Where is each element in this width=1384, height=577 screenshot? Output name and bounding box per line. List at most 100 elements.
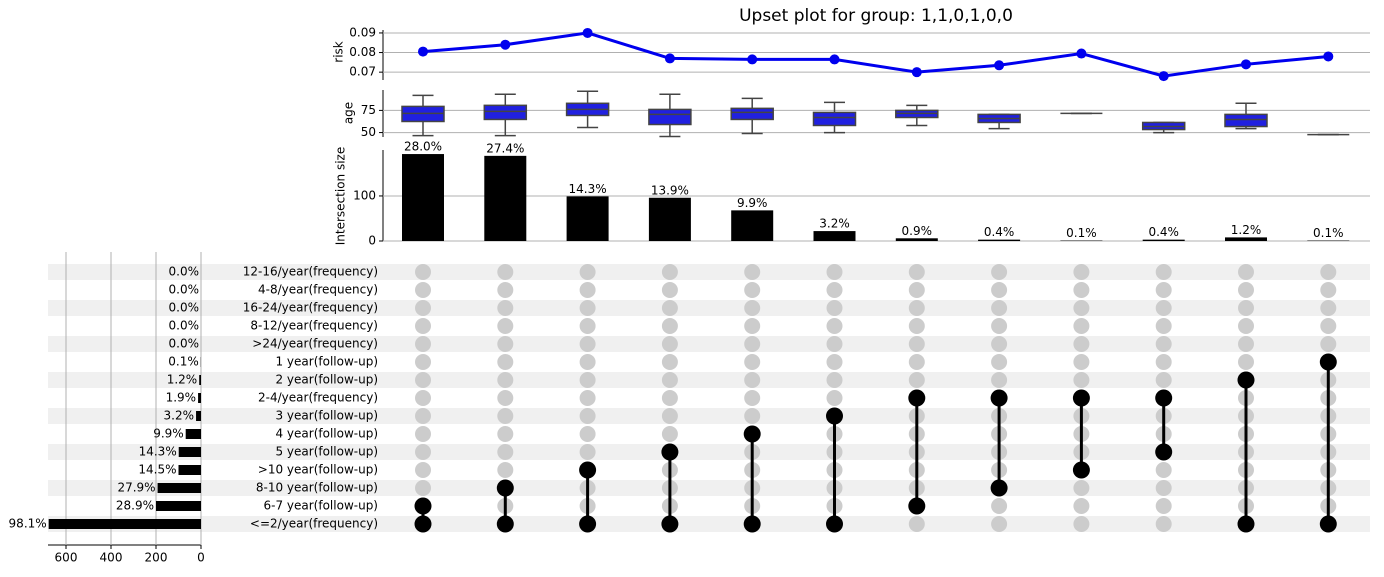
member-dot bbox=[661, 443, 679, 461]
risk-point bbox=[1076, 48, 1087, 59]
row-shade bbox=[48, 300, 1370, 316]
empty-dot bbox=[661, 426, 678, 442]
bar-value-label: 13.9% bbox=[651, 183, 689, 197]
empty-dot bbox=[744, 300, 761, 316]
set-size-label: 9.9% bbox=[153, 427, 184, 441]
row-label: 8-12/year(frequency) bbox=[250, 319, 378, 333]
empty-dot bbox=[826, 264, 843, 280]
row-shade bbox=[48, 480, 1370, 496]
empty-dot bbox=[415, 318, 431, 334]
risk-point bbox=[582, 27, 593, 38]
member-dot bbox=[1072, 461, 1090, 479]
empty-dot bbox=[744, 264, 761, 280]
empty-dot bbox=[415, 480, 431, 496]
y-tick-label: 0.08 bbox=[349, 45, 376, 59]
risk-point bbox=[747, 54, 758, 65]
member-dot bbox=[1237, 515, 1255, 533]
set-size-bar bbox=[178, 447, 201, 457]
empty-dot bbox=[1073, 282, 1090, 298]
empty-dot bbox=[908, 336, 925, 352]
set-size-bar bbox=[178, 465, 201, 475]
empty-dot bbox=[661, 318, 678, 334]
empty-dot bbox=[1320, 264, 1337, 280]
empty-dot bbox=[744, 372, 761, 388]
empty-dot bbox=[1238, 264, 1254, 280]
row-shade bbox=[48, 336, 1370, 352]
member-dot bbox=[1319, 515, 1337, 533]
empty-dot bbox=[415, 264, 431, 280]
empty-dot bbox=[991, 516, 1008, 532]
row-label: 4-8/year(frequency) bbox=[258, 283, 378, 297]
y-tick-label: 0 bbox=[368, 234, 376, 248]
set-size-label: 14.3% bbox=[139, 445, 177, 459]
row-label: 2-4/year(frequency) bbox=[258, 391, 378, 405]
empty-dot bbox=[1073, 264, 1090, 280]
empty-dot bbox=[497, 300, 514, 316]
empty-dot bbox=[991, 264, 1008, 280]
set-size-label: 0.1% bbox=[168, 355, 199, 369]
empty-dot bbox=[1073, 354, 1090, 370]
row-label: 3 year(follow-up) bbox=[275, 409, 378, 423]
y-axis-label: age bbox=[342, 102, 356, 124]
bar-value-label: 9.9% bbox=[737, 196, 768, 210]
empty-dot bbox=[497, 426, 514, 442]
member-dot bbox=[990, 389, 1008, 407]
row-label: 1 year(follow-up) bbox=[275, 355, 378, 369]
row-label: 5 year(follow-up) bbox=[275, 445, 378, 459]
empty-dot bbox=[991, 300, 1008, 316]
member-dot bbox=[826, 515, 843, 533]
empty-dot bbox=[1320, 282, 1337, 298]
set-size-bar bbox=[156, 501, 201, 511]
empty-dot bbox=[826, 318, 843, 334]
risk-point bbox=[1323, 51, 1334, 62]
risk-point bbox=[829, 54, 840, 65]
set-size-bar bbox=[48, 519, 201, 529]
empty-dot bbox=[1320, 318, 1337, 334]
empty-dot bbox=[1155, 318, 1172, 334]
bar bbox=[484, 155, 527, 241]
bar bbox=[1142, 239, 1185, 241]
bar-value-label: 27.4% bbox=[486, 141, 524, 155]
x-tick-label: 0 bbox=[197, 551, 205, 565]
bar bbox=[731, 210, 774, 241]
member-dot bbox=[1319, 353, 1337, 371]
empty-dot bbox=[579, 318, 596, 334]
set-size-label: 27.9% bbox=[117, 481, 155, 495]
empty-dot bbox=[1073, 498, 1090, 514]
bar-value-label: 0.4% bbox=[984, 225, 1015, 239]
row-label: >10 year(follow-up) bbox=[258, 463, 378, 477]
bar bbox=[895, 238, 938, 241]
member-dot bbox=[1155, 389, 1173, 407]
bar-value-label: 28.0% bbox=[404, 140, 442, 154]
empty-dot bbox=[1155, 264, 1172, 280]
empty-dot bbox=[826, 390, 843, 406]
set-size-bar bbox=[196, 411, 201, 421]
risk-point bbox=[1158, 71, 1169, 82]
empty-dot bbox=[415, 372, 431, 388]
empty-dot bbox=[415, 408, 431, 424]
member-dot bbox=[579, 461, 597, 479]
set-size-bar bbox=[198, 393, 201, 403]
empty-dot bbox=[991, 498, 1008, 514]
empty-dot bbox=[497, 462, 514, 478]
empty-dot bbox=[908, 300, 925, 316]
empty-dot bbox=[415, 444, 431, 460]
empty-dot bbox=[826, 282, 843, 298]
bar-value-label: 0.1% bbox=[1313, 226, 1344, 240]
risk-point bbox=[418, 46, 428, 57]
empty-dot bbox=[991, 318, 1008, 334]
empty-dot bbox=[908, 516, 925, 532]
empty-dot bbox=[991, 282, 1008, 298]
empty-dot bbox=[661, 264, 678, 280]
empty-dot bbox=[661, 282, 678, 298]
empty-dot bbox=[579, 426, 596, 442]
empty-dot bbox=[744, 354, 761, 370]
x-tick-label: 600 bbox=[55, 551, 78, 565]
empty-dot bbox=[661, 354, 678, 370]
set-size-label: 0.0% bbox=[169, 301, 200, 315]
row-label: 8-10 year(follow-up) bbox=[256, 481, 378, 495]
empty-dot bbox=[1073, 318, 1090, 334]
bar-value-label: 3.2% bbox=[819, 217, 850, 231]
box bbox=[648, 108, 692, 126]
